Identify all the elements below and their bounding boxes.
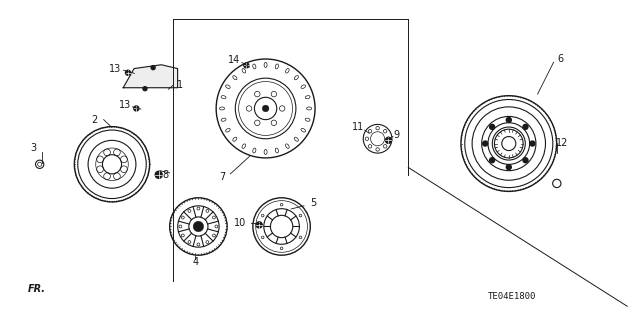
Text: 11: 11 [352, 122, 365, 132]
Circle shape [523, 158, 528, 163]
Circle shape [151, 66, 155, 70]
Circle shape [244, 63, 249, 68]
Text: TE04E1800: TE04E1800 [488, 292, 536, 301]
Text: FR.: FR. [28, 284, 46, 294]
Circle shape [523, 124, 528, 130]
Text: 2: 2 [91, 115, 97, 125]
Text: 9: 9 [394, 130, 400, 140]
Polygon shape [123, 65, 177, 88]
Circle shape [125, 70, 131, 75]
Circle shape [156, 171, 162, 178]
Text: 14: 14 [227, 55, 240, 65]
Text: 1: 1 [177, 80, 184, 91]
Text: 13: 13 [118, 100, 131, 110]
Text: 5: 5 [310, 197, 317, 208]
Text: 8: 8 [162, 170, 168, 180]
Circle shape [134, 106, 139, 111]
Circle shape [262, 105, 269, 112]
Text: 4: 4 [192, 256, 198, 267]
Text: 6: 6 [557, 54, 563, 64]
Circle shape [490, 124, 495, 130]
Text: 13: 13 [109, 63, 122, 74]
Text: 12: 12 [556, 138, 568, 148]
Circle shape [530, 141, 535, 146]
Text: 3: 3 [30, 143, 36, 153]
Circle shape [506, 117, 511, 122]
Circle shape [506, 165, 511, 170]
Text: 10: 10 [234, 218, 246, 228]
Circle shape [143, 87, 147, 91]
Circle shape [483, 141, 488, 146]
Text: 7: 7 [220, 172, 226, 182]
Circle shape [256, 222, 262, 228]
Circle shape [385, 137, 392, 143]
Circle shape [490, 158, 495, 163]
Circle shape [193, 221, 204, 232]
